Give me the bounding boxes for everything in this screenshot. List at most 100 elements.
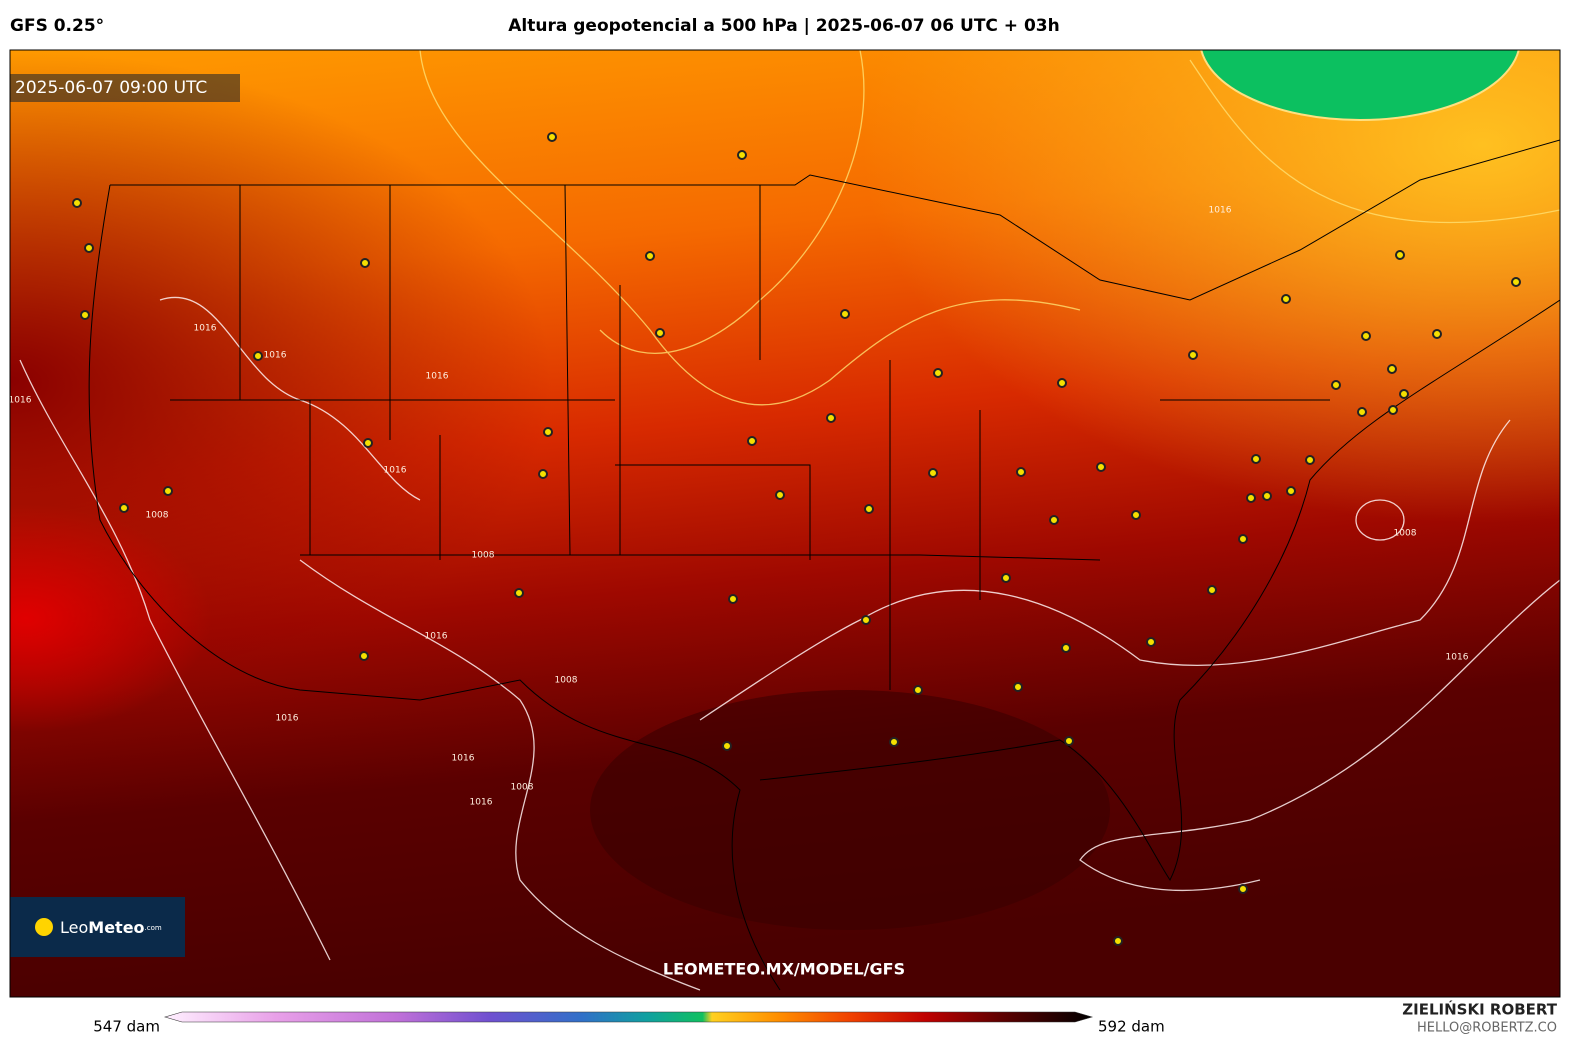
city-marker [1246,493,1256,503]
city-marker [928,468,938,478]
city-marker [1049,515,1059,525]
city-marker [1395,250,1405,260]
colorbar [163,1011,1094,1023]
city-marker [1399,389,1409,399]
city-marker [933,368,943,378]
city-marker [1064,736,1074,746]
logo-suffix: .com [145,924,162,932]
map-frame [9,49,1561,998]
contour-label: 1016 [276,714,299,724]
city-marker [119,503,129,513]
city-marker [889,737,899,747]
city-marker [543,427,553,437]
city-marker [359,651,369,661]
valid-time: 2025-06-07 09:00 UTC [15,78,207,98]
city-marker [1001,573,1011,583]
min-label: 547 dam [93,1018,160,1036]
city-marker [1511,277,1521,287]
map-title: Altura geopotencial a 500 hPa | 2025-06-… [508,16,1059,36]
city-marker [737,150,747,160]
logo-bold: Meteo [88,918,144,937]
city-marker [775,490,785,500]
city-marker [538,469,548,479]
colorbar-ramp [163,1011,1094,1023]
city-marker [1061,643,1071,653]
contour-label: 1008 [146,511,169,521]
city-marker [1131,510,1141,520]
contour-label: 1008 [1394,529,1417,539]
city-marker [645,251,655,261]
map-area: 1008 1016 1016 1016 1016 1016 1016 1008 1008 1016… [9,50,1560,997]
contour-label: 1016 [9,396,32,406]
city-markers [72,132,1521,946]
contour-label: 1016 [452,754,475,764]
city-marker [1013,682,1023,692]
city-marker [72,198,82,208]
contour-label: 1016 [264,351,287,361]
city-marker [84,243,94,253]
city-marker [1357,407,1367,417]
city-marker [1387,364,1397,374]
city-marker [1057,378,1067,388]
city-marker [1281,294,1291,304]
contour-label: 1016 [425,632,448,642]
contour-label: 1008 [555,676,578,686]
city-marker [728,594,738,604]
boundaries [88,139,1560,991]
city-marker [1251,454,1261,464]
city-marker [1146,637,1156,647]
city-marker [80,310,90,320]
city-marker [514,588,524,598]
model-name: GFS 0.25° [10,16,104,36]
city-marker [864,504,874,514]
city-marker [1238,884,1248,894]
city-marker [163,486,173,496]
low-height-area [1200,50,1520,121]
city-marker [913,685,923,695]
contour-label: 1016 [1446,653,1469,663]
city-marker [1207,585,1217,595]
contours-yellow [419,50,1560,406]
city-marker [1331,380,1341,390]
city-marker [1016,467,1026,477]
contour-label: 1016 [194,324,217,334]
city-marker [655,328,665,338]
contour-labels: 1008 1016 1016 1016 1016 1016 1016 1008 1008 1016… [9,206,1469,808]
city-marker [1238,534,1248,544]
contour-label: 1016 [470,798,493,808]
logo-text: LeoMeteo.com [60,918,162,937]
city-marker [1361,331,1371,341]
contour-label: 1016 [384,466,407,476]
city-marker [722,741,732,751]
city-marker [861,615,871,625]
logo-light: Leo [60,918,88,937]
city-marker [1305,455,1315,465]
city-marker [360,258,370,268]
city-marker [1286,486,1296,496]
site-url: LEOMETEO.MX/MODEL/GFS [663,960,905,979]
city-marker [1388,405,1398,415]
city-marker [547,132,557,142]
city-marker [363,438,373,448]
author-email: HELLO@ROBERTZ.CO [1417,1021,1557,1036]
logo-sun [35,918,53,936]
ridge-core [590,690,1110,930]
city-marker [840,309,850,319]
city-marker [253,351,263,361]
time-box [10,74,240,102]
city-marker [1096,462,1106,472]
city-marker [1432,329,1442,339]
max-label: 592 dam [1098,1018,1165,1036]
city-marker [747,436,757,446]
contour-label: 1008 [472,551,495,561]
contour-label: 1016 [1209,206,1232,216]
contour-label: 1008 [511,783,534,793]
author-name: ZIELIŃSKI ROBERT [1402,1000,1557,1019]
city-marker [1262,491,1272,501]
city-marker [1188,350,1198,360]
city-marker [826,413,836,423]
contour-label: 1016 [426,372,449,382]
city-marker [1113,936,1123,946]
